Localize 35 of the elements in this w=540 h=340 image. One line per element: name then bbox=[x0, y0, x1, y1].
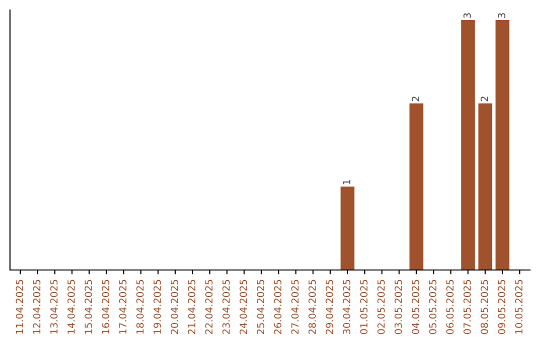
x-tick-label: 10.05.2025 bbox=[515, 280, 522, 334]
x-tick-label: 15.04.2025 bbox=[84, 280, 92, 334]
x-tick-label: 28.04.2025 bbox=[308, 280, 316, 334]
data-label: 1 bbox=[343, 180, 350, 184]
x-tick-label: 17.04.2025 bbox=[119, 280, 126, 334]
x-tick-label: 11.04.2025 bbox=[16, 280, 24, 334]
x-tick-label: 08.05.2025 bbox=[480, 280, 488, 334]
x-tick-label: 21.04.2025 bbox=[188, 280, 196, 334]
x-tick-label: 27.04.2025 bbox=[291, 280, 299, 334]
x-tick-label: 04.05.2025 bbox=[412, 280, 420, 334]
data-label: 2 bbox=[480, 96, 488, 102]
x-tick-label: 30.04.2025 bbox=[342, 280, 350, 334]
x-tick-label: 07.05.2025 bbox=[463, 280, 471, 334]
x-tick-label: 26.04.2025 bbox=[274, 280, 282, 334]
data-label: 2 bbox=[412, 96, 420, 102]
x-tick-label: 20.04.2025 bbox=[170, 280, 178, 334]
x-tick-label: 19.04.2025 bbox=[154, 280, 161, 334]
x-tick-label: 16.04.2025 bbox=[102, 280, 110, 334]
x-tick-label: 12.04.2025 bbox=[33, 280, 40, 334]
x-tick-label: 22.04.2025 bbox=[205, 280, 213, 334]
x-tick-label: 18.04.2025 bbox=[136, 280, 144, 334]
x-tick-label: 03.05.2025 bbox=[394, 280, 402, 334]
x-tick-label: 02.05.2025 bbox=[377, 280, 385, 334]
x-tick-label: 13.04.2025 bbox=[50, 280, 58, 334]
x-tick-label: 01.05.2025 bbox=[360, 280, 368, 334]
x-tick-label: 29.04.2025 bbox=[326, 280, 334, 334]
x-tick-label: 06.05.2025 bbox=[446, 280, 454, 334]
x-tick-label: 09.05.2025 bbox=[498, 280, 506, 334]
data-label: 3 bbox=[498, 13, 506, 18]
x-tick-label: 05.05.2025 bbox=[429, 280, 436, 334]
x-tick-label: 24.04.2025 bbox=[240, 280, 247, 334]
data-label: 3 bbox=[463, 13, 471, 18]
x-tick-label: 25.04.2025 bbox=[256, 280, 264, 334]
x-tick-label: 23.04.2025 bbox=[222, 280, 230, 334]
x-tick-label: 14.04.2025 bbox=[67, 280, 75, 334]
